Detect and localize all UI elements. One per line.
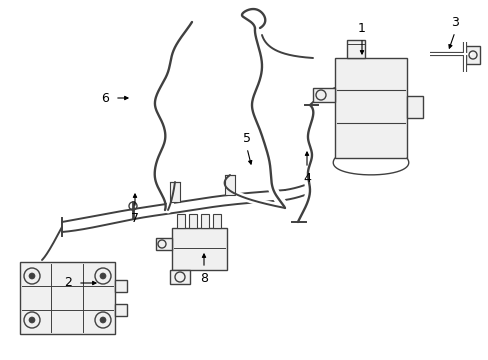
Bar [177, 214, 184, 228]
Circle shape [100, 273, 106, 279]
Bar [201, 214, 208, 228]
Bar [312, 88, 334, 102]
Bar [115, 304, 127, 316]
Text: 2: 2 [64, 276, 72, 289]
Bar [170, 182, 180, 202]
Bar [213, 214, 221, 228]
Text: 8: 8 [200, 271, 207, 284]
Bar [224, 175, 235, 195]
Bar [172, 228, 226, 270]
Bar [115, 280, 127, 292]
Bar [346, 40, 364, 58]
Bar [189, 214, 197, 228]
Text: 5: 5 [243, 131, 250, 144]
Circle shape [29, 317, 35, 323]
Circle shape [29, 273, 35, 279]
Bar [20, 262, 115, 334]
Text: 6: 6 [101, 91, 109, 104]
Text: 4: 4 [303, 171, 310, 184]
Circle shape [100, 317, 106, 323]
Bar [334, 58, 406, 158]
Text: 7: 7 [131, 211, 139, 225]
Bar [156, 238, 172, 250]
Text: 1: 1 [357, 22, 365, 35]
Text: 3: 3 [450, 15, 458, 28]
Bar [465, 46, 479, 64]
Bar [170, 270, 190, 284]
Bar [406, 96, 422, 118]
